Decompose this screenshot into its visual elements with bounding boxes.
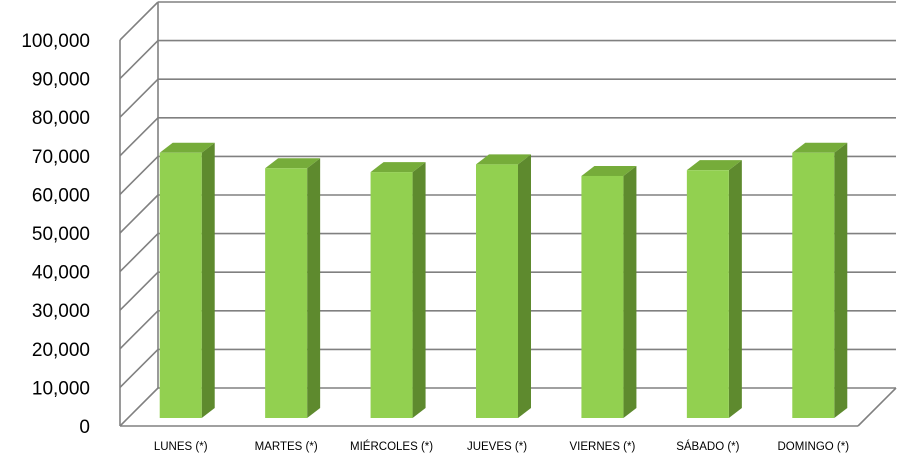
- y-tick-label-6: 60,000: [32, 185, 90, 206]
- bar-top-3: [476, 154, 531, 165]
- bars: [159, 142, 848, 419]
- x-tick-label-4: VIERNES (*): [570, 441, 636, 453]
- y-tick-label-2: 20,000: [32, 340, 90, 361]
- bar-0: [159, 142, 215, 419]
- bar-front-1: [265, 168, 308, 418]
- bar-top-2: [370, 162, 426, 173]
- bar-top-1: [265, 158, 321, 169]
- bar-6: [792, 142, 848, 419]
- gridline-side-7: [119, 117, 159, 157]
- bar-side-1: [307, 158, 321, 419]
- gridline-side-2: [119, 310, 159, 350]
- bar-side-6: [834, 142, 848, 419]
- bar-top-6: [792, 142, 848, 153]
- y-axis-ticks: 0 10,000 20,000 30,000 40,000 50,000 60,000 70,…: [21, 31, 90, 438]
- x-tick-label-0: LUNES (*): [154, 441, 208, 453]
- gridline-side-0: [119, 387, 159, 427]
- gridline-side-4: [119, 233, 159, 273]
- y-tick-label-3: 30,000: [32, 301, 90, 322]
- bar-top-5: [686, 160, 742, 171]
- y-tick-label-0: 0: [79, 417, 90, 438]
- bar-top-0: [159, 142, 215, 153]
- bar-4: [581, 165, 637, 418]
- floor-right-edge: [857, 387, 897, 427]
- y-tick-label-5: 50,000: [32, 224, 90, 245]
- y-tick-label-4: 40,000: [32, 263, 90, 284]
- y-tick-label-1: 10,000: [32, 378, 90, 399]
- gridline-side-1: [119, 348, 159, 388]
- bar-front-3: [476, 164, 518, 418]
- x-tick-label-1: MARTES (*): [255, 441, 318, 453]
- bar-front-4: [581, 175, 624, 418]
- y-tick-label-10: 100,000: [21, 31, 90, 52]
- gridline-side-10: [119, 1, 159, 41]
- bar-side-2: [412, 162, 426, 418]
- y-tick-label-8: 80,000: [32, 108, 90, 129]
- gridline-side-5: [119, 194, 159, 234]
- gridline-side-8: [119, 78, 159, 118]
- bar-front-5: [686, 170, 729, 418]
- bar-side-0: [201, 142, 215, 419]
- x-axis-ticks: LUNES (*) MARTES (*) MIÉRCOLES (*) JUEVES (…: [154, 440, 849, 453]
- y-tick-label-7: 70,000: [32, 147, 90, 168]
- bar-side-5: [728, 160, 742, 419]
- bar-front-2: [370, 172, 413, 418]
- gridline-side-9: [119, 40, 159, 80]
- x-tick-label-5: SÁBADO (*): [676, 440, 739, 453]
- bar-front-6: [792, 152, 835, 419]
- bar-3: [476, 154, 531, 418]
- bar-front-0: [159, 152, 202, 419]
- bar-side-4: [623, 165, 637, 418]
- x-tick-label-3: JUEVES (*): [467, 441, 527, 453]
- bar-1: [265, 158, 321, 419]
- bar-5: [686, 160, 742, 419]
- x-tick-label-2: MIÉRCOLES (*): [350, 440, 433, 453]
- bar-top-4: [581, 165, 637, 176]
- bar-2: [370, 162, 426, 418]
- bar-side-3: [518, 154, 531, 418]
- x-tick-label-6: DOMINGO (*): [778, 441, 850, 453]
- gridline-side-6: [119, 155, 159, 195]
- y-tick-label-9: 90,000: [32, 70, 90, 91]
- gridline-side-3: [119, 271, 159, 311]
